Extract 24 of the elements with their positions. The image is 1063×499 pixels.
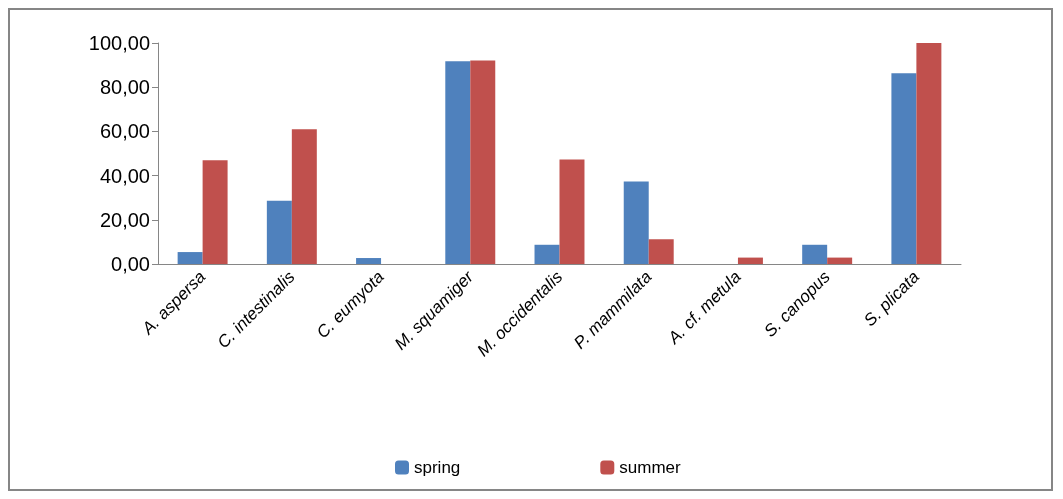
bar (559, 159, 585, 264)
y-tick-label: 40,00 (99, 164, 150, 187)
y-tick-label: 20,00 (99, 208, 150, 231)
bar (177, 252, 203, 264)
legend-label: summer (619, 458, 682, 477)
bar (891, 73, 917, 264)
bar (802, 244, 828, 264)
bar (291, 129, 317, 264)
y-tick-label: 80,00 (99, 76, 150, 99)
bar (356, 258, 382, 264)
legend-label: spring (414, 458, 461, 477)
bar (916, 43, 942, 264)
bar (737, 257, 763, 264)
bar (623, 181, 649, 264)
bar (470, 60, 496, 264)
bar (534, 244, 560, 264)
bar (202, 160, 228, 264)
bar (266, 200, 292, 264)
bar (445, 61, 471, 264)
y-tick-label: 0,00 (111, 253, 150, 275)
bar (648, 239, 674, 264)
y-tick-label: 60,00 (99, 120, 150, 143)
y-tick-label: 100,00 (88, 32, 150, 54)
bar (827, 257, 853, 264)
